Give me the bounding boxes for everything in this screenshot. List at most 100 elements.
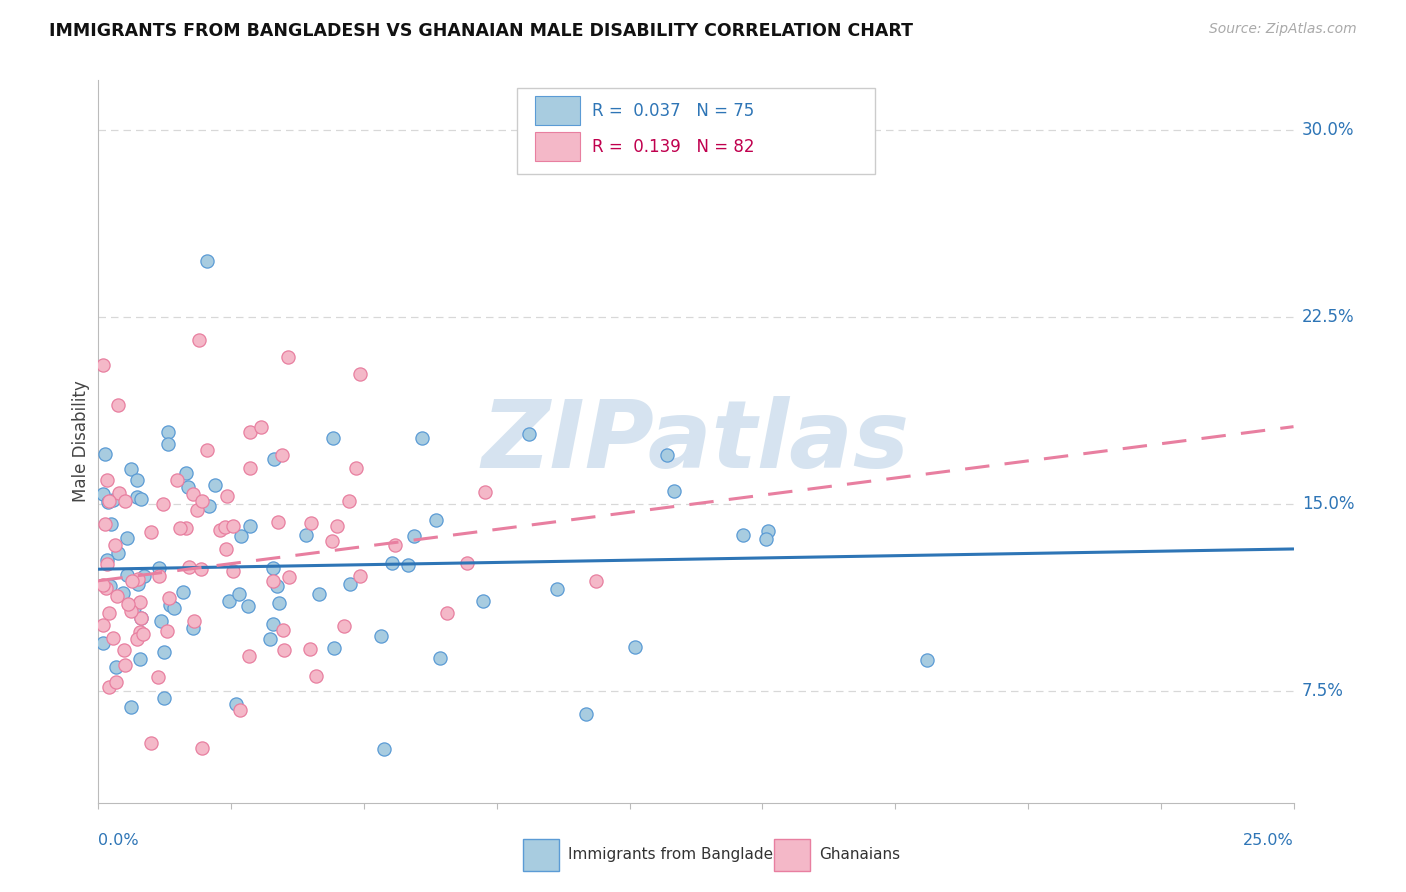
Point [115,567,138,582]
Text: 22.5%: 22.5% [1302,308,1354,326]
Text: 30.0%: 30.0% [1302,121,1354,139]
Point [755,532,778,546]
Point [731,528,754,542]
Point [129,595,152,609]
Point [94,860,117,874]
Text: ZIPatlas: ZIPatlas [482,395,910,488]
Point [93,517,115,532]
Point [222,518,245,533]
Point [117,597,139,611]
Point [104,675,127,690]
Point [269,596,291,610]
Point [204,478,226,492]
Point [117,531,139,545]
Point [278,570,301,584]
Point [120,604,142,618]
Point [132,569,155,583]
Point [125,632,148,646]
Point [262,616,284,631]
Point [153,690,176,705]
Point [104,538,127,552]
Point [145,804,167,818]
Point [132,627,155,641]
Point [108,486,131,500]
Point [381,556,404,570]
Point [411,431,433,445]
Point [181,621,204,635]
Point [96,553,118,567]
Point [139,736,162,750]
Point [103,492,125,507]
Point [146,669,169,683]
Point [97,606,120,620]
Point [186,503,208,517]
Point [141,524,163,539]
Point [97,680,120,694]
Bar [517,87,875,174]
Point [96,495,118,509]
Point [322,640,344,655]
Point [91,635,114,649]
Point [159,598,181,612]
Point [152,497,174,511]
Text: IMMIGRANTS FROM BANGLADESH VS GHANAIAN MALE DISABILITY CORRELATION CHART: IMMIGRANTS FROM BANGLADESH VS GHANAIAN M… [49,22,914,40]
Point [271,448,294,462]
Point [96,823,118,838]
Text: Immigrants from Bangladesh: Immigrants from Bangladesh [568,847,790,863]
Point [156,436,179,450]
Bar [773,838,810,871]
Bar [534,96,581,125]
Point [349,367,371,381]
Bar [523,838,558,871]
Point [239,425,262,440]
Point [262,574,284,588]
Point [150,614,173,628]
Point [198,500,221,514]
Point [114,494,136,508]
Point [112,585,135,599]
Point [163,600,186,615]
Point [429,651,451,665]
Point [156,425,179,440]
Point [472,593,495,607]
Point [262,561,284,575]
Point [91,358,114,372]
Y-axis label: Male Disability: Male Disability [72,381,90,502]
Point [217,489,239,503]
Point [250,420,273,434]
Point [125,474,148,488]
Point [218,594,240,608]
Point [121,574,143,588]
Point [174,467,197,481]
Text: Source: ZipAtlas.com: Source: ZipAtlas.com [1209,22,1357,37]
Point [344,461,367,475]
Point [148,561,170,575]
Point [169,521,191,535]
Text: 0.0%: 0.0% [98,833,139,848]
Point [91,486,114,500]
Point [94,446,117,460]
Point [228,703,250,717]
Point [105,660,128,674]
Point [456,556,478,570]
Point [122,601,145,615]
Point [112,643,135,657]
Point [107,546,129,560]
Text: 7.5%: 7.5% [1302,681,1344,699]
Point [156,624,179,638]
Bar [534,132,581,161]
Point [222,564,245,578]
Point [349,569,371,583]
Point [96,557,118,571]
Point [326,519,349,533]
Point [129,610,152,624]
Point [239,519,262,533]
Point [295,527,318,541]
Point [157,591,180,606]
Point [267,515,290,529]
Point [339,577,361,591]
Point [623,640,645,654]
Point [128,624,150,639]
Point [266,579,288,593]
Point [236,599,259,613]
